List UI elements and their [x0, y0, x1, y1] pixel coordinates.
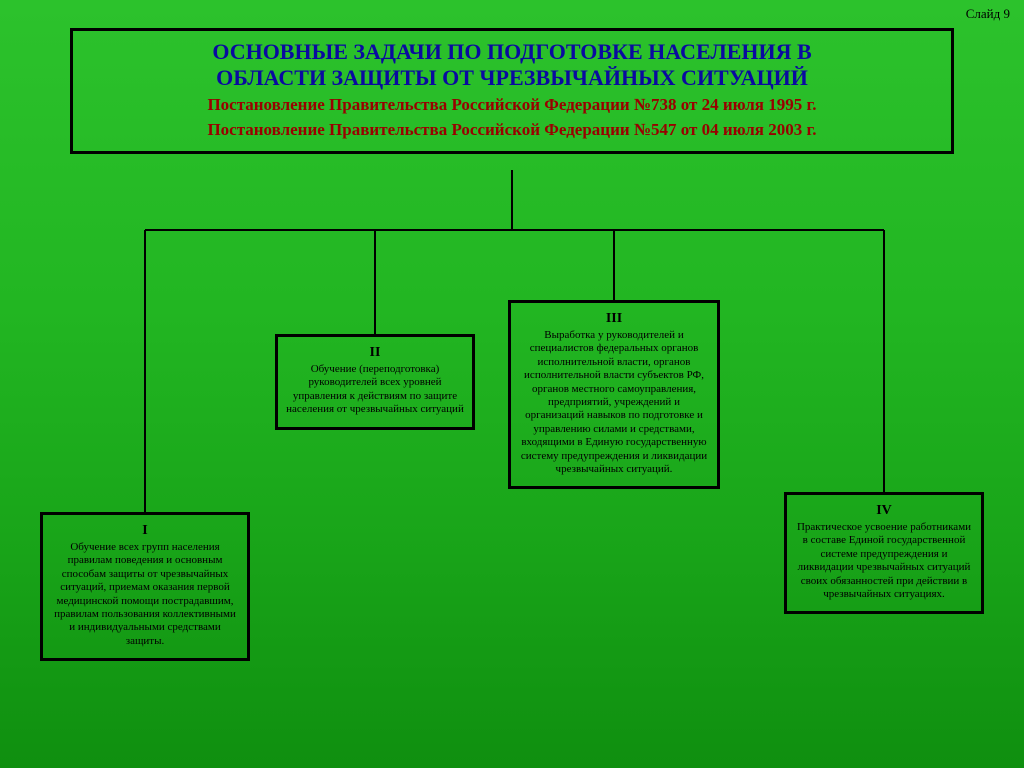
slide: Слайд 9 ОСНОВНЫЕ ЗАДАЧИ ПО ПОДГОТОВКЕ НА…: [0, 0, 1024, 768]
task-4-text: Практическое усвоение работниками в сост…: [795, 521, 973, 601]
task-3-text: Выработка у руководителей и специалистов…: [519, 329, 709, 476]
task-1-num: I: [51, 523, 239, 539]
title-main-line2: ОБЛАСТИ ЗАЩИТЫ ОТ ЧРЕЗВЫЧАЙНЫХ СИТУАЦИЙ: [83, 65, 941, 91]
title-main-line1: ОСНОВНЫЕ ЗАДАЧИ ПО ПОДГОТОВКЕ НАСЕЛЕНИЯ …: [83, 39, 941, 65]
slide-number: Слайд 9: [966, 6, 1010, 22]
task-2-num: II: [286, 345, 464, 361]
task-box-3: III Выработка у руководителей и специали…: [508, 300, 720, 489]
title-box: ОСНОВНЫЕ ЗАДАЧИ ПО ПОДГОТОВКЕ НАСЕЛЕНИЯ …: [70, 28, 954, 154]
task-box-1: I Обучение всех групп населения правилам…: [40, 512, 250, 661]
task-1-text: Обучение всех групп населения правилам п…: [51, 541, 239, 648]
task-2-text: Обучение (переподготовка) руководителей …: [286, 363, 464, 417]
task-box-4: IV Практическое усвоение работниками в с…: [784, 492, 984, 614]
task-box-2: II Обучение (переподготовка) руководител…: [275, 334, 475, 430]
title-sub-line2: Постановление Правительства Российской Ф…: [83, 119, 941, 141]
task-4-num: IV: [795, 503, 973, 519]
title-sub-line1: Постановление Правительства Российской Ф…: [83, 94, 941, 116]
task-3-num: III: [519, 311, 709, 327]
